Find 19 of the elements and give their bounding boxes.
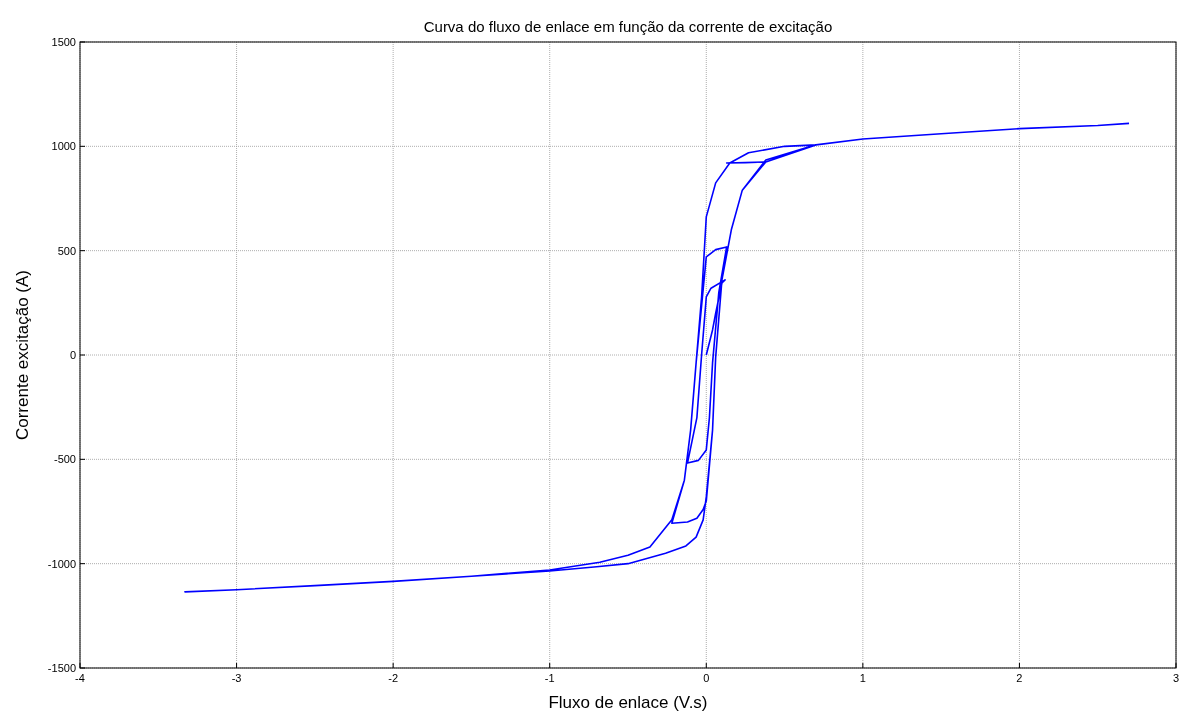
x-tick-label: 3 <box>1172 672 1180 684</box>
x-tick-label: -4 <box>75 672 85 684</box>
y-tick-label: -500 <box>53 453 76 466</box>
x-tick-label: 0 <box>703 672 710 684</box>
line-series <box>184 122 1130 593</box>
y-tick-label: 0 <box>69 349 76 361</box>
x-tick-label: -2 <box>388 672 399 684</box>
x-tick-label: 1 <box>859 672 866 684</box>
chart-title: Curva do fluxo de enlace em função da corrente de excitação <box>423 18 833 35</box>
y-tick-label: 1000 <box>51 140 76 153</box>
y-tick-label: -1500 <box>47 662 76 674</box>
x-tick-label: -3 <box>231 672 242 684</box>
x-axis-title: Fluxo de enlace (V.s) <box>548 693 708 712</box>
y-tick-label: -1000 <box>47 557 76 570</box>
y-axis-title: Corrente excitação (A) <box>13 269 32 441</box>
x-tick-label: -1 <box>544 672 555 684</box>
y-tick-label: 1500 <box>51 36 76 48</box>
y-tick-label: 500 <box>57 244 76 257</box>
x-tick-label: 2 <box>1016 672 1023 684</box>
